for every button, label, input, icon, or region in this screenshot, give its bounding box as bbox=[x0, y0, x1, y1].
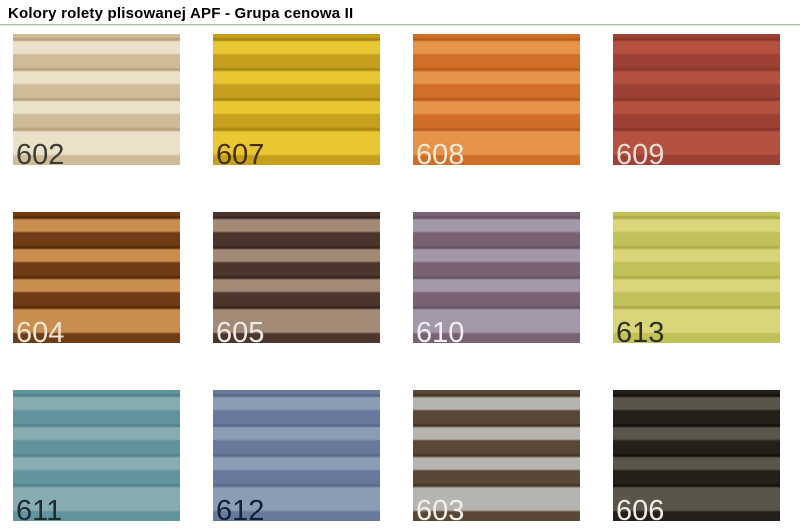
swatch-code: 604 bbox=[16, 317, 65, 344]
swatch-608: 608 bbox=[413, 34, 580, 165]
swatch-603: 603 bbox=[413, 390, 580, 521]
swatch-607: 607 bbox=[213, 34, 380, 165]
swatch-code: 613 bbox=[616, 317, 665, 344]
swatch-609: 609 bbox=[613, 34, 780, 165]
swatch-605: 605 bbox=[213, 212, 380, 343]
swatch-613: 613 bbox=[613, 212, 780, 343]
swatch-612: 612 bbox=[213, 390, 380, 521]
swatch-code: 607 bbox=[216, 139, 265, 166]
page-title: Kolory rolety plisowanej APF - Grupa cen… bbox=[8, 5, 354, 22]
swatch-code: 610 bbox=[416, 317, 465, 344]
swatch-code: 612 bbox=[216, 495, 265, 522]
swatch-604: 604 bbox=[13, 212, 180, 343]
swatch-code: 603 bbox=[416, 495, 465, 522]
swatch-code: 606 bbox=[616, 495, 665, 522]
swatch-code: 611 bbox=[16, 495, 63, 522]
swatch-606: 606 bbox=[613, 390, 780, 521]
title-divider bbox=[0, 24, 800, 26]
swatch-code: 605 bbox=[216, 317, 265, 344]
swatch-code: 609 bbox=[616, 139, 665, 166]
swatch-code: 608 bbox=[416, 139, 465, 166]
swatch-610: 610 bbox=[413, 212, 580, 343]
swatch-611: 611 bbox=[13, 390, 180, 521]
swatch-grid: 602 607 608 609 604 605 610 613 611 612 … bbox=[0, 26, 800, 521]
swatch-code: 602 bbox=[16, 139, 65, 166]
swatch-602: 602 bbox=[13, 34, 180, 165]
